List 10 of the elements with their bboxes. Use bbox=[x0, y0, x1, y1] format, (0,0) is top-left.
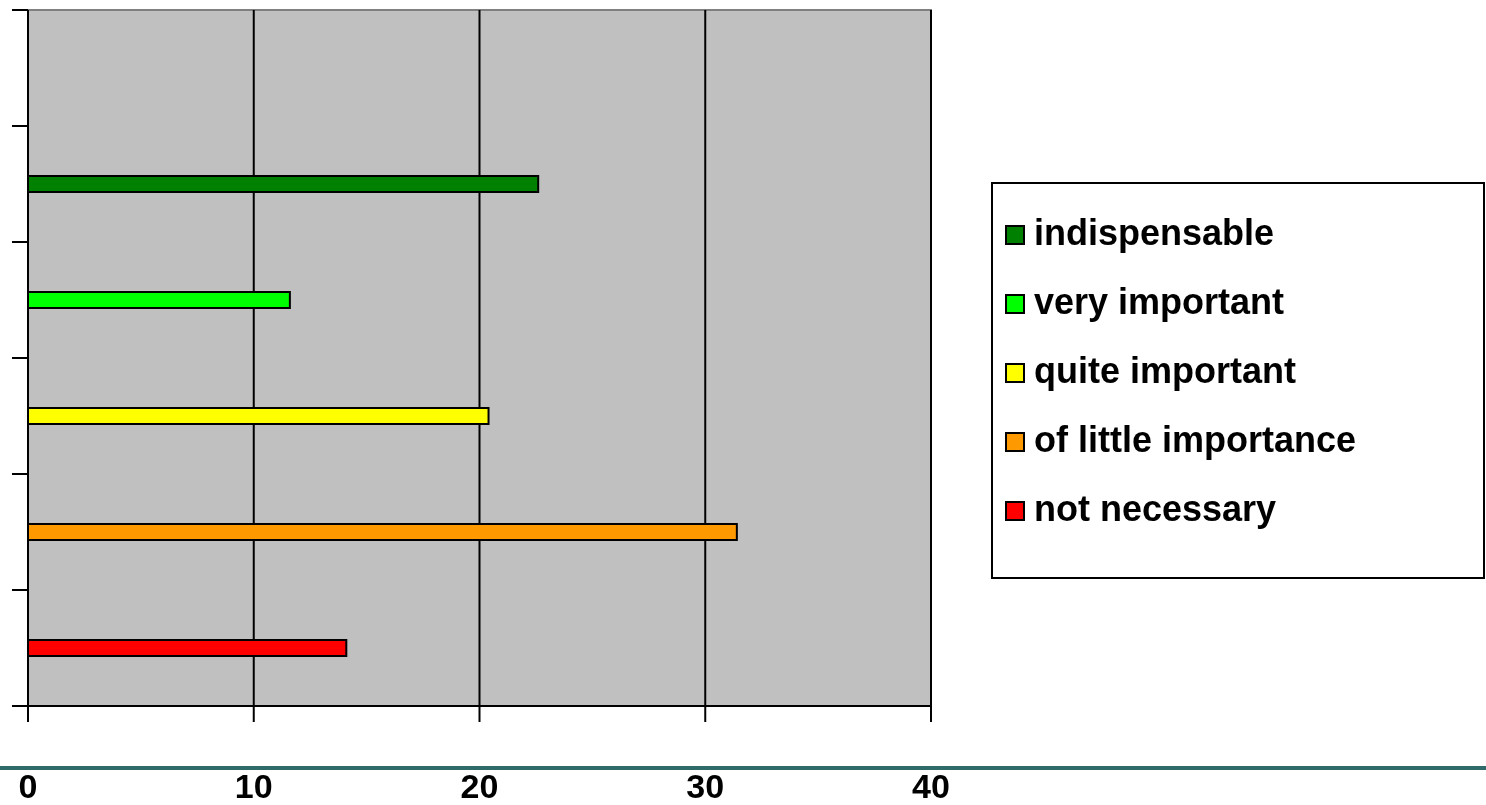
x-tick-label: 10 bbox=[234, 767, 273, 805]
x-tick-label: 0 bbox=[18, 767, 38, 805]
legend-label: of little importance bbox=[1034, 418, 1357, 460]
x-tick-label: 20 bbox=[460, 767, 499, 805]
legend-label: indispensable bbox=[1034, 211, 1275, 253]
x-tick-label: 30 bbox=[686, 767, 725, 805]
legend-label: quite important bbox=[1034, 349, 1296, 391]
legend-label: not necessary bbox=[1034, 487, 1277, 529]
x-tick-label: 40 bbox=[912, 767, 950, 805]
legend-label: very important bbox=[1034, 280, 1285, 322]
